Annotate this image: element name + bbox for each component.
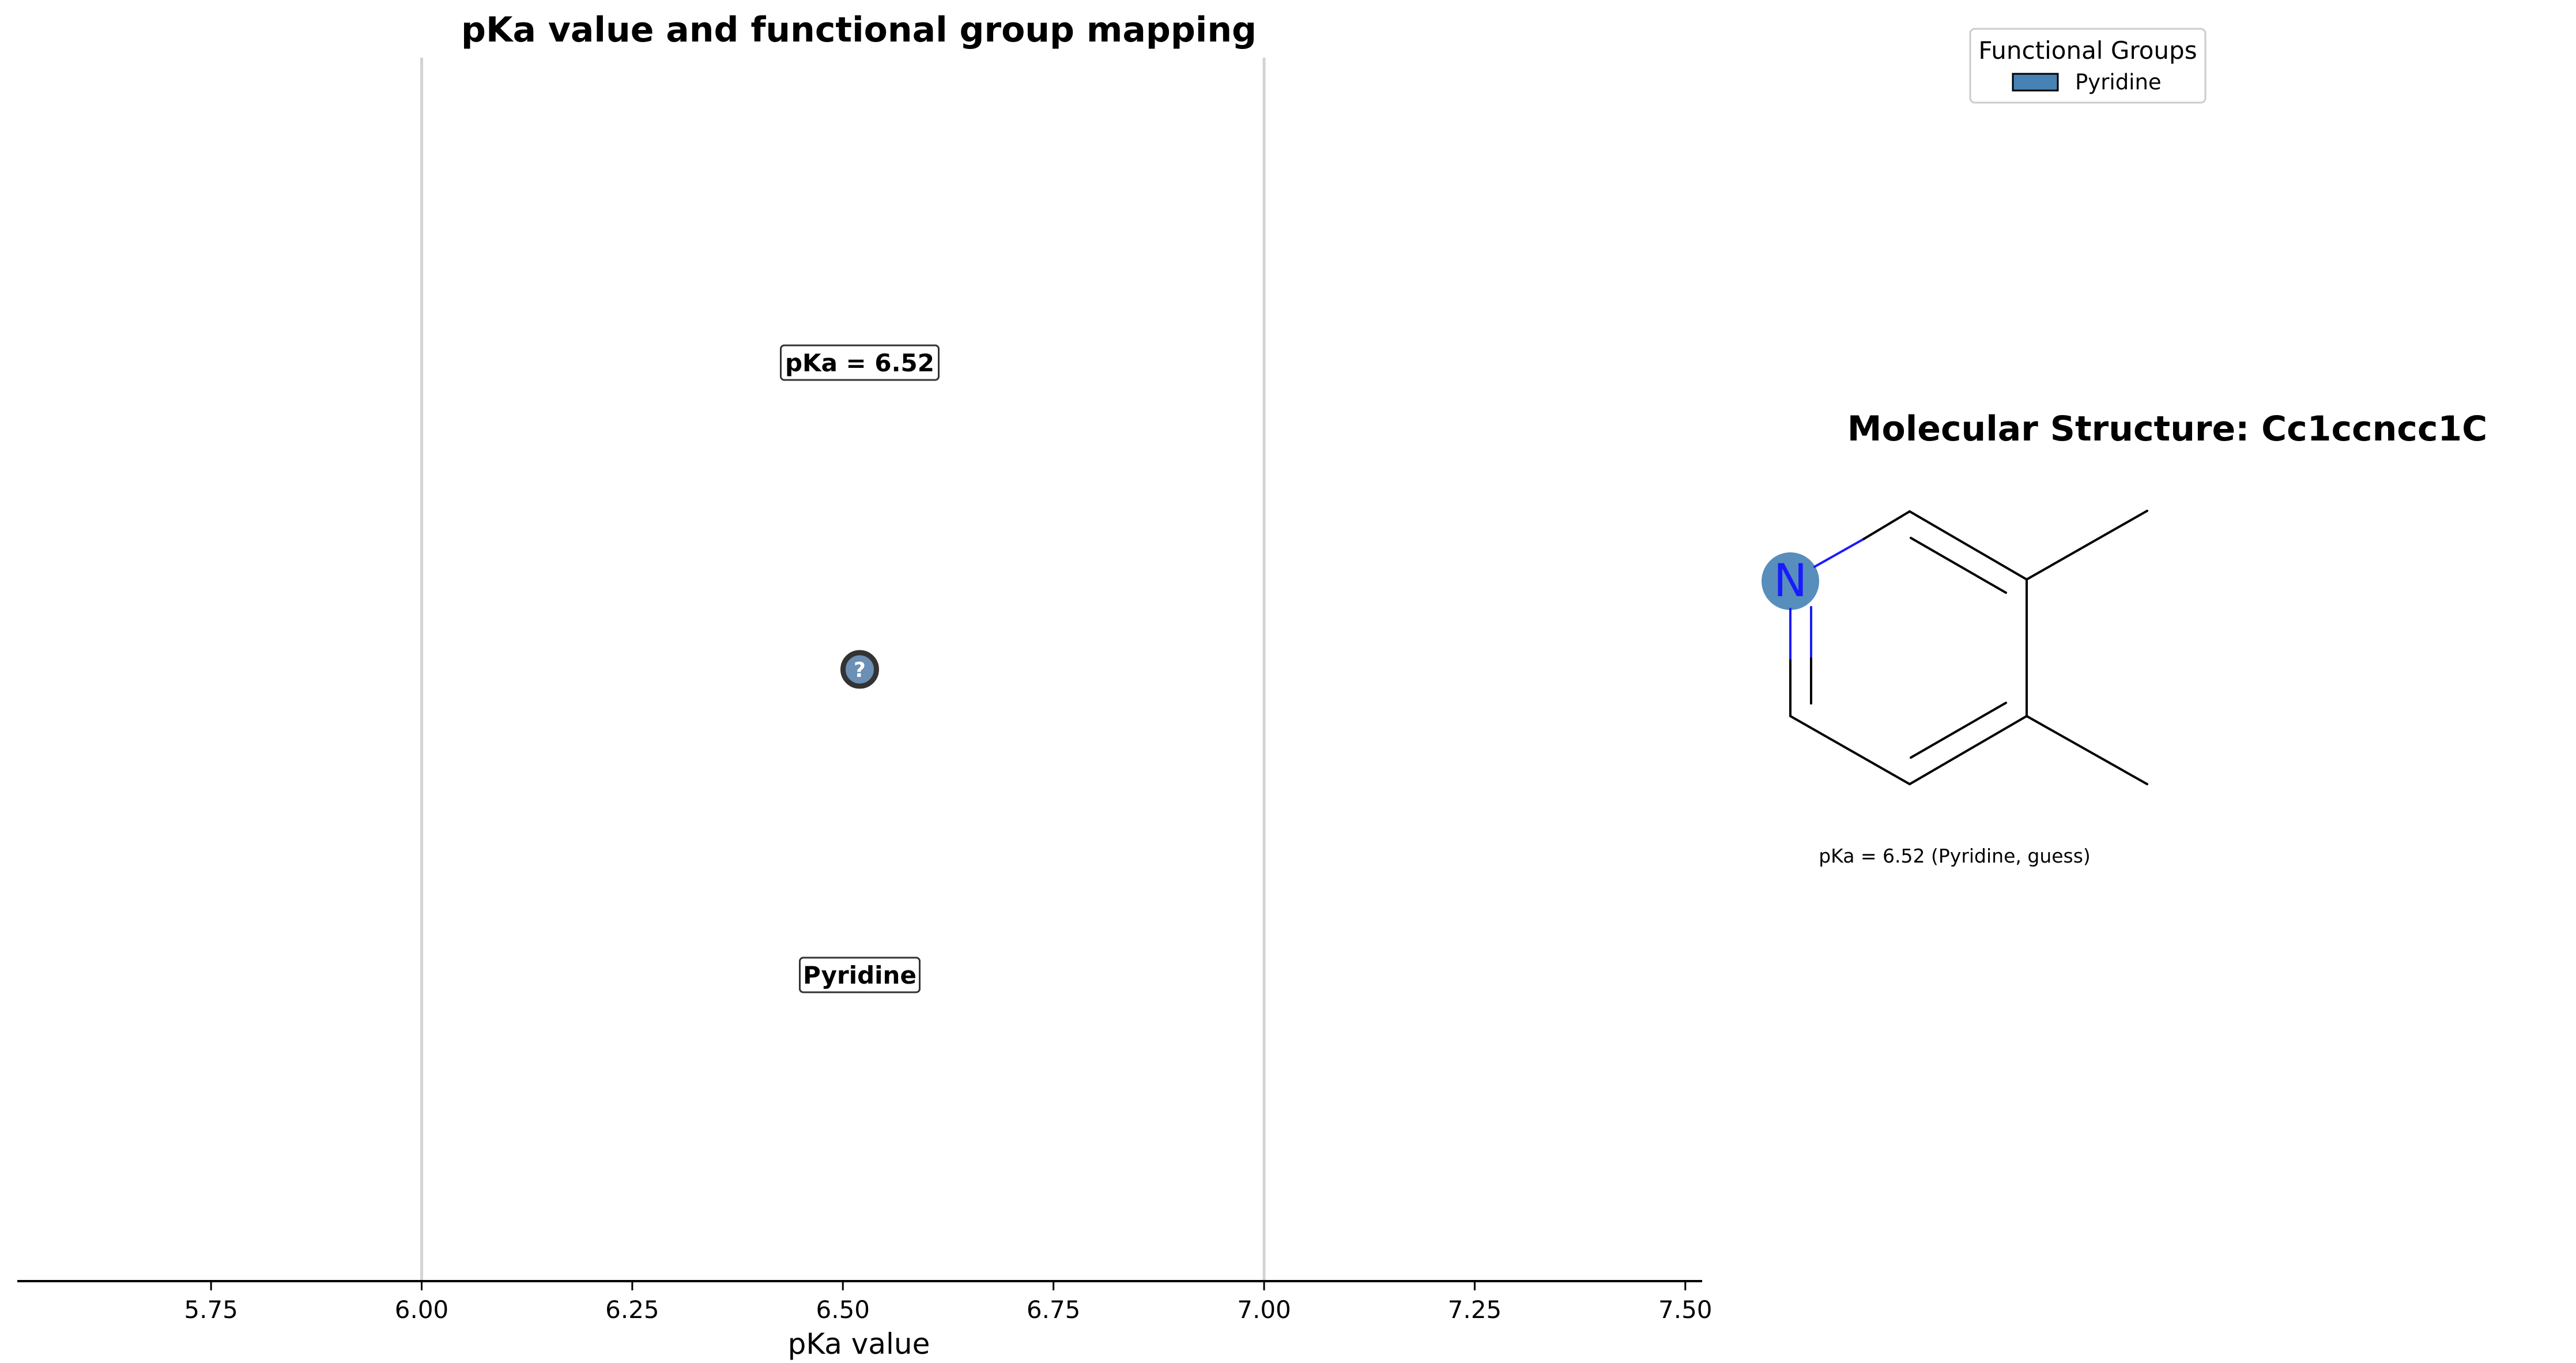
x-tick-label: 6.25	[605, 1296, 659, 1324]
bond-c4-c5	[1909, 715, 2028, 785]
x-axis-ticks: 5.75 6.00 6.25 6.50 6.75 7.00 7.25 7.50	[184, 1281, 1713, 1324]
bond-c5-c6	[1789, 715, 1911, 785]
structure-panel: Molecular Structure: Cc1ccncc1C	[1762, 409, 2487, 867]
plot-title: pKa value and functional group mapping	[461, 10, 1257, 50]
group-label-box	[799, 957, 921, 993]
bond-n-c2	[1862, 510, 1911, 540]
x-tick-label: 5.75	[184, 1296, 238, 1324]
group-label: Pyridine	[803, 961, 917, 989]
nitrogen-highlight	[1762, 552, 1819, 610]
bond-c3-methyl	[2026, 510, 2148, 581]
bond-c4-methyl	[2026, 715, 2148, 785]
legend-entry-pyridine: Pyridine	[2075, 70, 2162, 95]
legend-title: Functional Groups	[1978, 36, 2197, 65]
data-points: ? pKa = 6.52 Pyridine	[780, 344, 940, 993]
structure-caption: pKa = 6.52 (Pyridine, guess)	[1819, 845, 2091, 867]
structure-title: Molecular Structure: Cc1ccncc1C	[1847, 409, 2487, 449]
data-point-marker-label: ?	[854, 658, 866, 682]
pka-plot: pKa value and functional group mapping 5…	[17, 10, 1713, 1361]
x-axis-label: pKa value	[788, 1327, 930, 1361]
bond-n-c2-blue	[1813, 538, 1865, 568]
bond-c2-c3-inner	[1910, 537, 2007, 594]
nitrogen-atom-label: N	[1774, 555, 1807, 607]
reference-lines	[420, 58, 1266, 1281]
x-tick-label: 7.25	[1448, 1296, 1502, 1324]
x-tick-label: 6.75	[1027, 1296, 1081, 1324]
x-tick-label: 6.00	[395, 1296, 449, 1324]
legend: Functional Groups Pyridine	[1969, 28, 2207, 104]
molecule-bonds	[1789, 510, 2148, 785]
data-point	[840, 650, 879, 689]
value-label: pKa = 6.52	[785, 349, 934, 377]
x-tick-label: 6.50	[816, 1296, 870, 1324]
bond-c2-c3	[1909, 510, 2028, 581]
x-tick-label: 7.50	[1658, 1296, 1713, 1324]
bond-c4-c5-inner	[1910, 702, 2007, 759]
legend-swatch-pyridine	[2012, 73, 2059, 92]
x-tick-label: 7.00	[1237, 1296, 1291, 1324]
value-label-box	[780, 344, 940, 381]
